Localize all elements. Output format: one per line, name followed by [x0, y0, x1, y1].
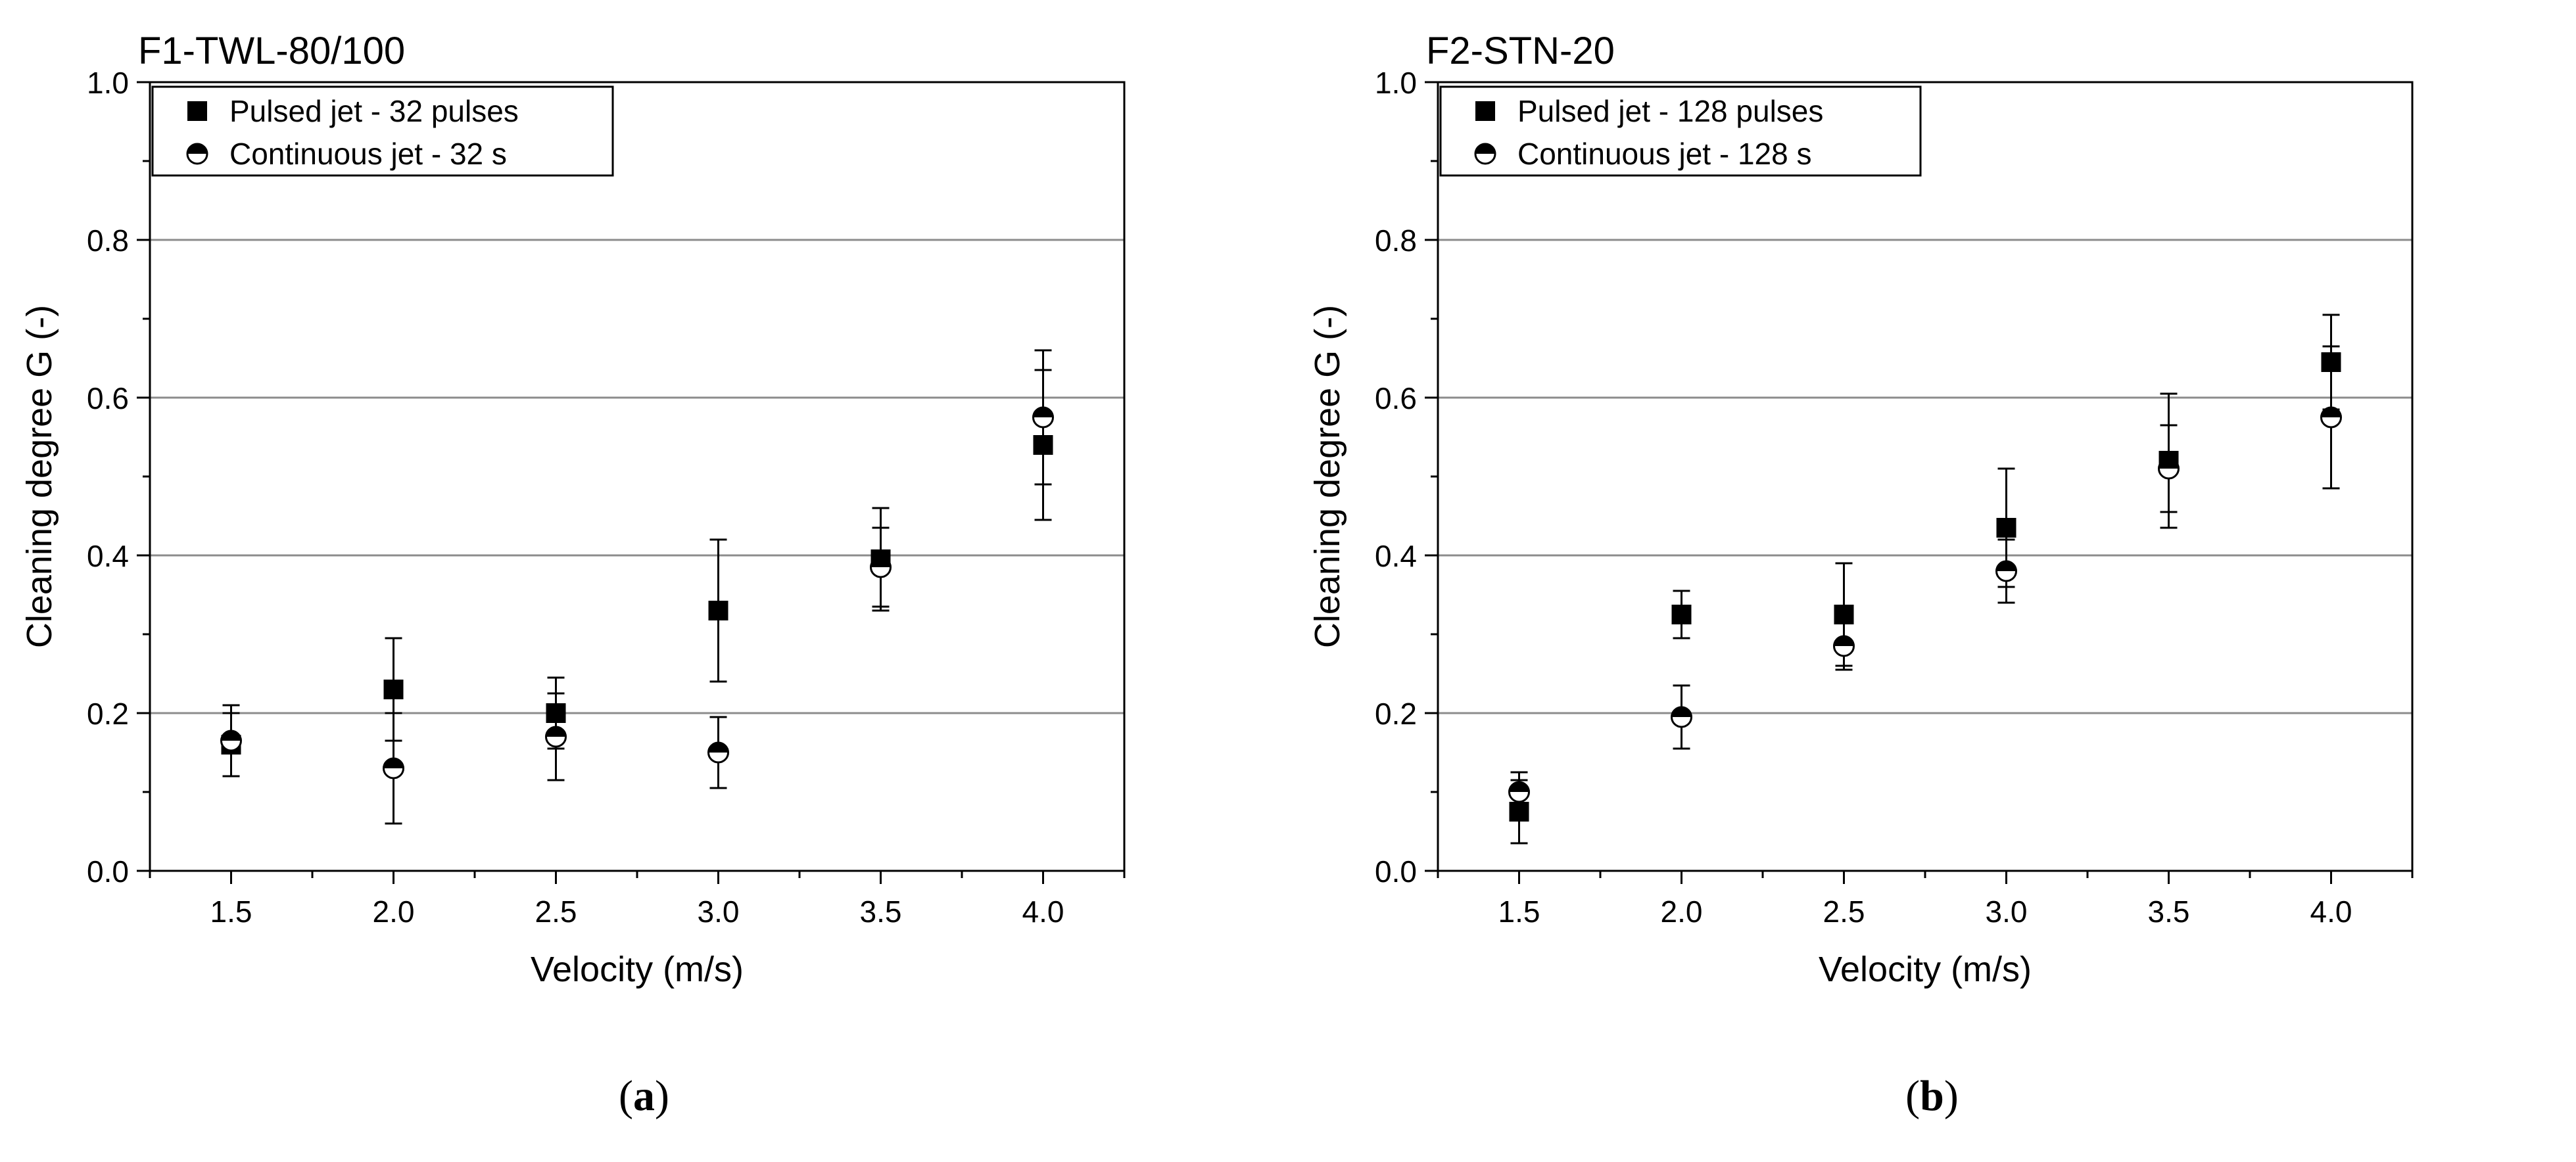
caption-label-b: b	[1920, 1072, 1944, 1120]
y-tick-label: 0.4	[1375, 539, 1417, 573]
chart-panel-b: 0.0 0.2 0.4 0.6 0.8 1.0 1.5 2.0 2.5 3.0 3.5 4.0 Velo…	[1288, 0, 2576, 1162]
data-point	[1995, 560, 2017, 582]
data-point	[383, 680, 404, 699]
y-tick-label: 0.8	[1375, 223, 1417, 258]
legend-marker	[187, 101, 207, 121]
legend-label: Pulsed jet - 32 pulses	[229, 94, 519, 128]
y-tick-label: 0.6	[87, 381, 129, 415]
series-1	[1509, 314, 2341, 845]
y-tick-label: 0.0	[1375, 854, 1417, 889]
legend-label: Pulsed jet - 128 pulses	[1517, 94, 1823, 128]
chart-title: F1-TWL-80/100	[138, 30, 405, 72]
legend-marker	[186, 143, 208, 165]
data-point	[1833, 635, 1855, 657]
x-axis-label: Velocity (m/s)	[1819, 950, 2032, 989]
legend: Pulsed jet - 128 pulses Continuous jet - …	[1439, 85, 1922, 177]
y-tick-label: 0.8	[87, 223, 129, 258]
series-1	[221, 369, 1053, 778]
y-tick-label: 0.2	[87, 697, 129, 731]
x-tick-label: 2.5	[1823, 895, 1865, 929]
legend-label: Continuous jet - 32 s	[229, 137, 507, 171]
x-tick-label: 2.0	[373, 895, 415, 929]
chart-a: 0.0 0.2 0.4 0.6 0.8 1.0 1.5 2.0 2.5 3.0 3.5 4.0 Velo…	[20, 30, 1126, 989]
x-tick-label: 3.0	[698, 895, 740, 929]
data-point	[2320, 406, 2342, 429]
data-point	[220, 730, 242, 752]
x-axis-label: Velocity (m/s)	[531, 950, 744, 989]
y-tick-label: 0.2	[1375, 697, 1417, 731]
legend-marker	[1474, 143, 1496, 165]
series-2	[1508, 345, 2342, 813]
caption-a: (a)	[619, 1072, 669, 1120]
y-axis-label: Cleaning degree G (-)	[20, 305, 59, 648]
chart-b: 0.0 0.2 0.4 0.6 0.8 1.0 1.5 2.0 2.5 3.0 3.5 4.0 Velo…	[1308, 30, 2414, 989]
x-tick-label: 1.5	[210, 895, 252, 929]
y-tick-label: 0.0	[87, 854, 129, 889]
y-tick-label: 0.4	[87, 539, 129, 573]
plot-frame	[1437, 81, 2414, 872]
data-point	[1996, 518, 2016, 538]
data-point	[545, 726, 567, 748]
series-2	[220, 349, 1054, 825]
data-point	[1671, 605, 1692, 624]
data-point	[1671, 706, 1692, 728]
plot-frame	[149, 81, 1126, 872]
legend-marker	[1475, 101, 1495, 121]
x-tick-label: 4.0	[1022, 895, 1064, 929]
legend-box	[151, 85, 614, 177]
data-point	[870, 556, 892, 578]
data-point	[707, 741, 729, 764]
legend-label: Continuous jet - 128 s	[1517, 137, 1812, 171]
x-tick-label: 3.5	[860, 895, 902, 929]
x-tick-label: 3.5	[2148, 895, 2190, 929]
data-point	[383, 757, 404, 779]
caption-label-a: a	[633, 1072, 655, 1120]
x-tick-label: 1.5	[1498, 895, 1540, 929]
chart-panel-a: 0.0 0.2 0.4 0.6 0.8 1.0 1.5 2.0 2.5 3.0 3.5 4.0 Velo…	[20, 30, 1126, 989]
chart-title: F2-STN-20	[1426, 30, 1615, 72]
data-point	[1032, 406, 1054, 429]
y-tick-label: 1.0	[87, 66, 129, 100]
y-tick-label: 1.0	[1375, 66, 1417, 100]
data-point	[1834, 605, 1854, 624]
y-axis-label: Cleaning degree G (-)	[1308, 305, 1347, 648]
data-point	[2158, 457, 2180, 480]
y-tick-label: 0.6	[1375, 381, 1417, 415]
legend: Pulsed jet - 32 pulses Continuous jet - 3…	[151, 85, 614, 177]
x-tick-label: 3.0	[1986, 895, 2028, 929]
x-tick-label: 2.5	[535, 895, 577, 929]
data-point	[708, 601, 728, 620]
legend-box	[1439, 85, 1922, 177]
data-point	[1508, 781, 1530, 803]
x-tick-label: 4.0	[2310, 895, 2352, 929]
x-tick-label: 2.0	[1661, 895, 1703, 929]
caption-b: (b)	[1905, 1072, 1959, 1120]
